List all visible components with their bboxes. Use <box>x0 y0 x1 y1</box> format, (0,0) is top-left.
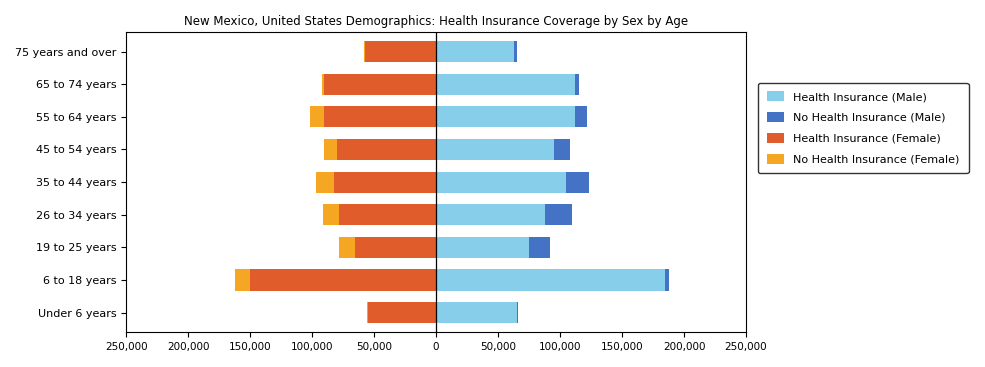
Bar <box>516 302 518 323</box>
Bar <box>436 139 554 160</box>
Bar <box>436 302 516 323</box>
Bar <box>436 106 575 127</box>
Bar <box>356 237 436 258</box>
Bar <box>436 237 529 258</box>
Bar <box>545 204 572 225</box>
Bar <box>436 269 666 291</box>
Bar <box>337 139 436 160</box>
Bar <box>323 204 340 225</box>
Bar <box>250 269 436 291</box>
Bar <box>324 139 337 160</box>
Bar <box>436 171 566 193</box>
Bar <box>566 171 589 193</box>
Bar <box>324 106 436 127</box>
Bar <box>324 73 436 95</box>
Bar <box>235 269 250 291</box>
Bar <box>514 41 516 62</box>
Bar <box>364 41 365 62</box>
Bar <box>367 302 436 323</box>
Bar <box>575 73 578 95</box>
Legend: Health Insurance (Male), No Health Insurance (Male), Health Insurance (Female), : Health Insurance (Male), No Health Insur… <box>757 83 968 174</box>
Bar <box>436 204 545 225</box>
Title: New Mexico, United States Demographics: Health Insurance Coverage by Sex by Age: New Mexico, United States Demographics: … <box>184 15 689 28</box>
Bar <box>340 237 356 258</box>
Bar <box>554 139 570 160</box>
Bar <box>575 106 587 127</box>
Bar <box>334 171 436 193</box>
Bar <box>529 237 550 258</box>
Bar <box>666 269 669 291</box>
Bar <box>436 73 575 95</box>
Bar <box>340 204 436 225</box>
Bar <box>436 41 514 62</box>
Bar <box>309 106 324 127</box>
Bar <box>365 41 436 62</box>
Bar <box>322 73 324 95</box>
Bar <box>316 171 334 193</box>
Bar <box>366 302 367 323</box>
